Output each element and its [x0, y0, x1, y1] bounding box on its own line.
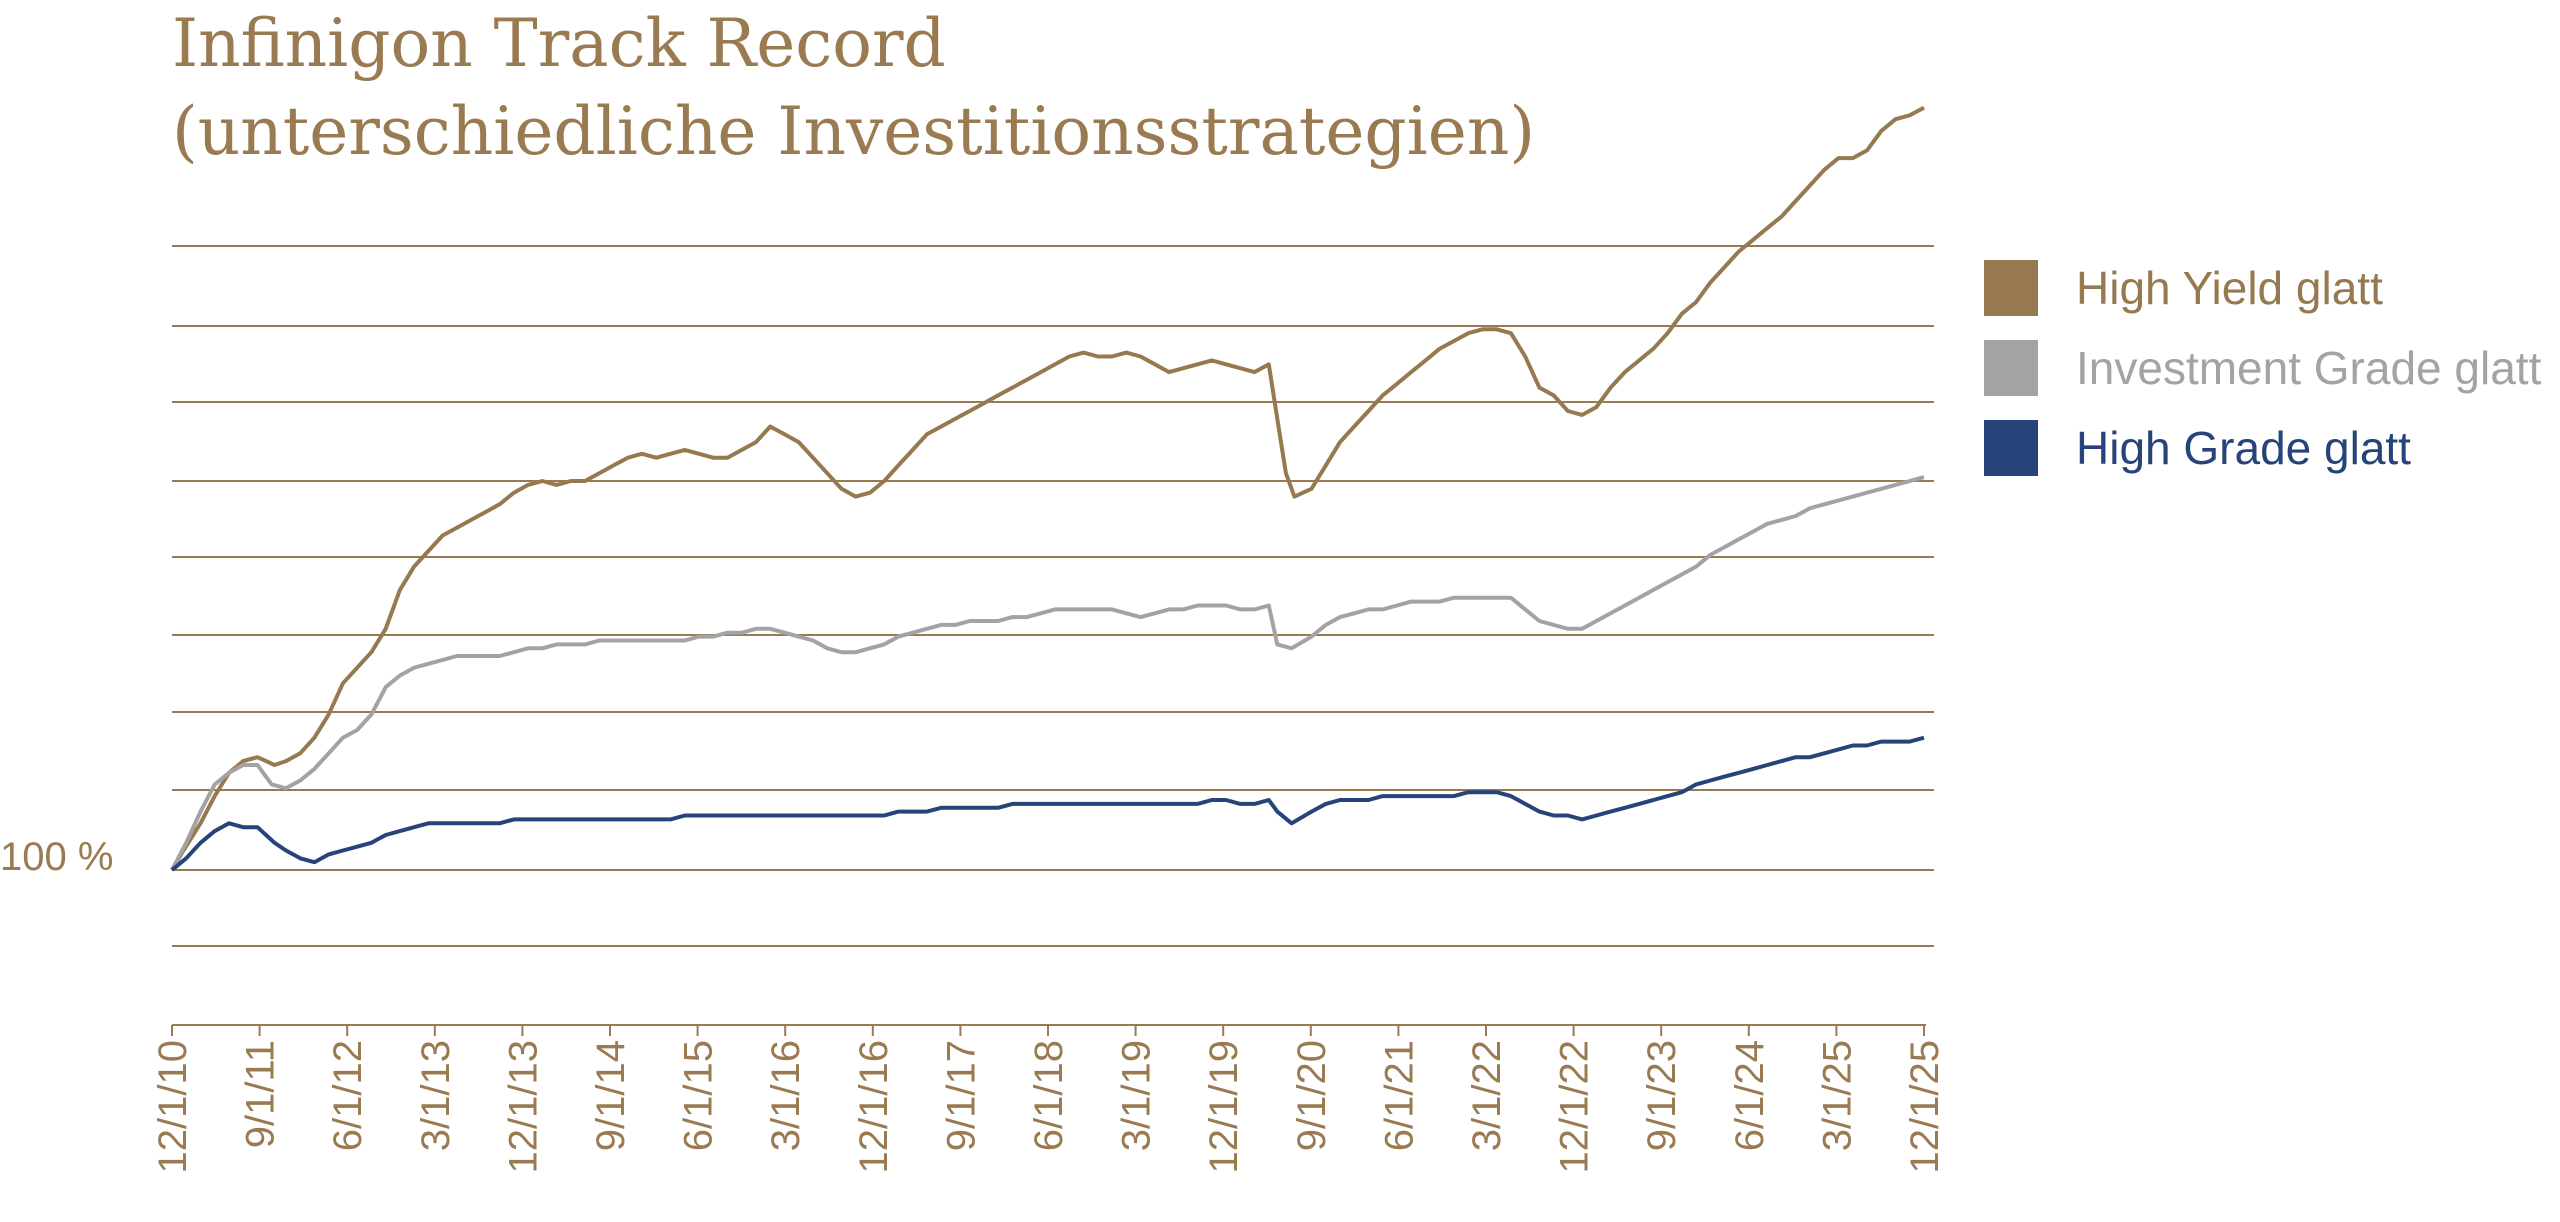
x-tick-label: 9/1/17 — [939, 1040, 983, 1151]
x-tick-label: 9/1/20 — [1290, 1040, 1334, 1151]
series-lines — [170, 105, 1925, 872]
x-tick-label: 6/1/12 — [326, 1040, 370, 1151]
chart-title-block: Infinigon Track Record (unterschiedliche… — [172, 0, 1772, 176]
legend-label: Investment Grade glatt — [2076, 342, 2542, 394]
x-tick-labels: 12/1/10 9/1/11 6/1/12 3/1/13 12/1/13 9/1/14 6/… — [151, 1040, 1947, 1173]
x-tick-label: 12/1/22 — [1553, 1040, 1597, 1173]
x-tick-label: 12/1/10 — [151, 1040, 195, 1173]
legend-swatch — [1984, 260, 2038, 316]
legend-swatch — [1984, 340, 2038, 396]
x-tick-label: 3/1/13 — [414, 1040, 458, 1151]
series-line-2 — [170, 475, 1925, 871]
chart-subtitle: (unterschiedliche Investitionsstrategien… — [172, 93, 1536, 170]
series-line-1 — [170, 105, 1925, 872]
x-tick-label: 6/1/21 — [1377, 1040, 1421, 1151]
x-tick-label: 9/1/14 — [589, 1040, 633, 1151]
legend-item: High Yield glatt — [1984, 248, 2541, 328]
x-tick-label: 12/1/13 — [501, 1040, 545, 1173]
x-tick-label: 6/1/18 — [1027, 1040, 1071, 1151]
x-tick-label: 3/1/22 — [1465, 1040, 1509, 1151]
chart-title: Infinigon Track Record — [172, 5, 946, 82]
x-tick-label: 6/1/15 — [677, 1040, 721, 1151]
legend: High Yield glatt Investment Grade glatt Hi… — [1984, 248, 2541, 488]
x-axis — [171, 1024, 1926, 1036]
gridlines — [172, 245, 1934, 947]
x-tick-label: 3/1/16 — [764, 1040, 808, 1151]
legend-swatch — [1984, 420, 2038, 476]
x-tick-label: 6/1/24 — [1728, 1040, 1772, 1151]
x-tick-label: 12/1/19 — [1202, 1040, 1246, 1173]
x-tick-label: 3/1/19 — [1115, 1040, 1159, 1151]
x-tick-label: 9/1/23 — [1640, 1040, 1684, 1151]
x-tick-label: 12/1/16 — [852, 1040, 896, 1173]
x-tick-label: 3/1/25 — [1815, 1040, 1859, 1151]
legend-item: Investment Grade glatt — [1984, 328, 2541, 408]
x-tick-label: 12/1/25 — [1903, 1040, 1947, 1173]
legend-item: High Grade glatt — [1984, 408, 2541, 488]
series-line-3 — [170, 735, 1925, 872]
legend-label: High Grade glatt — [2076, 422, 2411, 474]
legend-label: High Yield glatt — [2076, 262, 2383, 314]
x-tick-label: 9/1/11 — [239, 1040, 283, 1148]
y-100-percent-label: 100 % — [0, 835, 113, 879]
